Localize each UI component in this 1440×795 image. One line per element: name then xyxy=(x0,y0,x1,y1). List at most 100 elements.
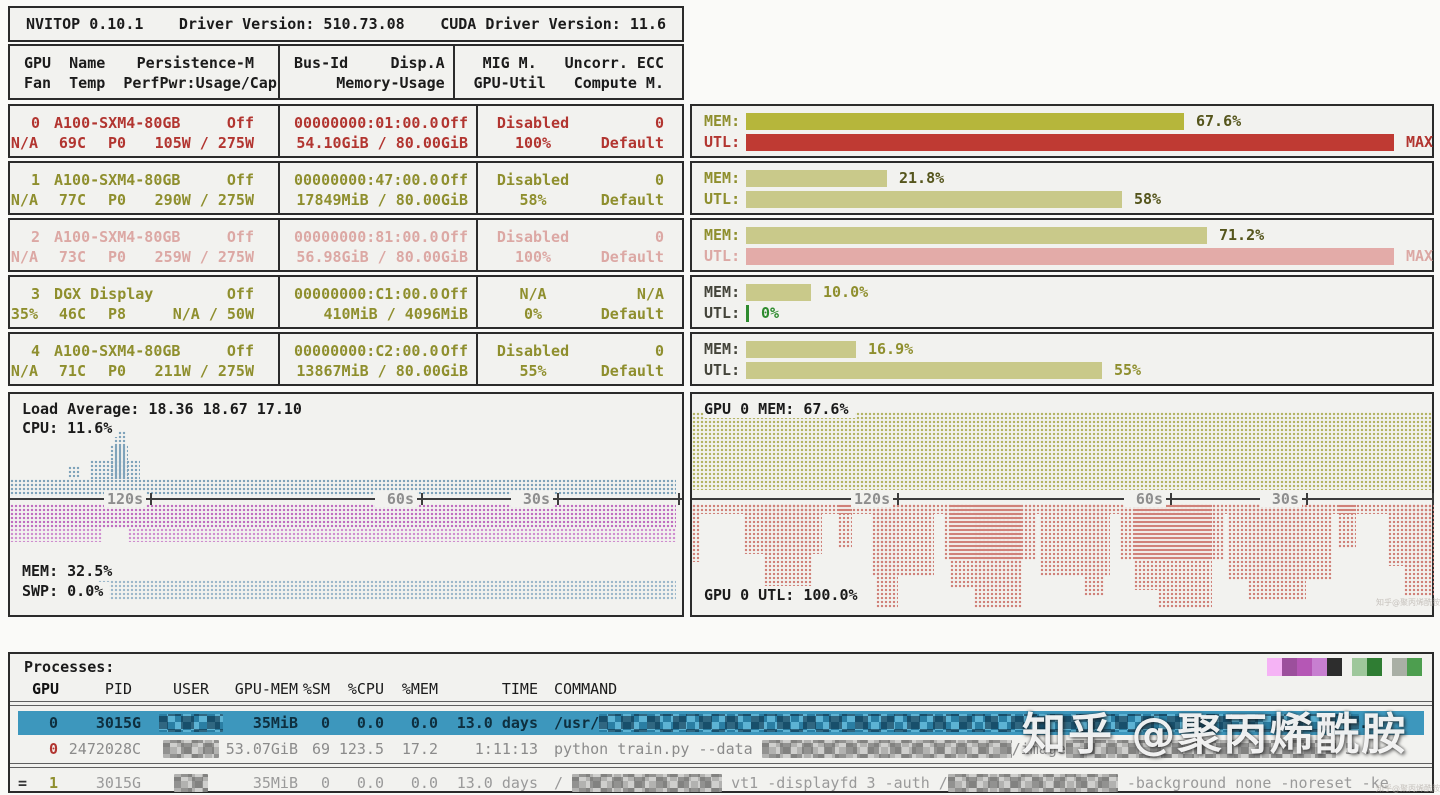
gpu-row-col-main: 0 A100-SXM4-80GB Off N/A 69C P0 105W / 275W xyxy=(10,106,280,156)
gpu-row-col-main: 4 A100-SXM4-80GB Off N/A 71C P0 211W / 275W xyxy=(10,334,280,384)
separator-line xyxy=(10,705,1432,706)
gpu-name: DGX Display xyxy=(54,285,154,303)
gpu-persistence: Off xyxy=(226,114,254,132)
gpu-perf: P0 xyxy=(107,248,126,266)
gpu-row-line1: 1 A100-SXM4-80GB Off xyxy=(10,170,278,190)
gpu-row-line1: Disabled 0 xyxy=(478,341,682,361)
gpu-row-line2: 35% 46C P8 N/A / 50W xyxy=(10,304,278,324)
gpu-utl-bar-line: UTL: 58% xyxy=(692,191,1432,208)
th-fan-temp-perf: Fan Temp Perf xyxy=(24,74,160,92)
cpu-usage-label: CPU: 11.6% xyxy=(22,419,119,437)
th-power: Pwr:Usage/Cap xyxy=(159,74,277,92)
command-text: / xyxy=(554,774,573,792)
process-row[interactable]: 0 3015 G 35MiB 0 0.0 0.0 13.0 days/usr/.. xyxy=(18,711,1424,735)
gpu-disp-a: Off xyxy=(440,114,468,132)
gpu-index: 2 xyxy=(30,228,40,246)
gpu-row-line1: N/A N/A xyxy=(478,284,682,304)
utl-bar-value: 0% xyxy=(761,304,780,322)
process-row[interactable]: = 1 3015 G 35MiB 0 0.0 0.0 13.0 days / vt1 -disp… xyxy=(18,771,1424,795)
command-text: 5.. xyxy=(1335,740,1373,758)
load-average-label: Load Average: 18.36 18.67 17.10 xyxy=(22,400,308,418)
spacer xyxy=(180,113,226,133)
mem-bar-label: MEM: xyxy=(704,340,741,358)
legend-color-block xyxy=(1312,658,1327,676)
utl-bar-label: UTL: xyxy=(704,361,741,379)
th-gpu-util: GPU-Util xyxy=(473,74,546,92)
dot-plot-segment xyxy=(974,504,1022,608)
legend-color-block xyxy=(1407,658,1422,676)
gpu0-monitor-panel: GPU 0 MEM: 67.6% GPU 0 UTL: 100.0% 120s 6… xyxy=(690,392,1434,617)
gpu-bars-2: MEM: 71.2% UTL: MAX xyxy=(690,218,1434,272)
legend-color-block xyxy=(1352,658,1367,676)
process-mem: 0.0 xyxy=(410,774,438,792)
utl-bar-fill xyxy=(746,248,1394,265)
gpu-row-line1: 4 A100-SXM4-80GB Off xyxy=(10,341,278,361)
gpu-mem-bar-line: MEM: 10.0% xyxy=(692,284,1432,301)
gpu-compute-mode: Default xyxy=(600,362,664,380)
process-pid: 2472028 xyxy=(68,740,132,758)
gpu-row-col-mig: Disabled 0 100% Default xyxy=(478,220,682,270)
gpu-mig: Disabled xyxy=(496,342,570,360)
gpu-row-col-bus: 00000000:81:00.0 Off 56.98GiB / 80.00GiB xyxy=(280,220,478,270)
dot-plot-segment xyxy=(68,466,80,479)
utl-bar-fill xyxy=(746,191,1122,208)
gpu-row-0: 0 A100-SXM4-80GB Off N/A 69C P0 105W / 275W 000… xyxy=(8,104,684,158)
gpu-memory-usage: 410MiB / 4096MiB xyxy=(323,305,469,323)
processes-title: Processes: xyxy=(24,658,115,676)
time-axis-label: 30s xyxy=(1260,491,1302,507)
gpu-util: 100% xyxy=(514,248,552,266)
col-header-command: COMMAND xyxy=(554,680,618,698)
mem-bar-value: 16.9% xyxy=(868,340,914,358)
gpu-fan: N/A xyxy=(10,134,38,152)
gpu-mig: Disabled xyxy=(496,114,570,132)
gpu-compute-mode: Default xyxy=(600,134,664,152)
gpu-fan: 35% xyxy=(10,305,38,323)
utl-bar-value: MAX xyxy=(1406,247,1434,265)
process-sm: 0 xyxy=(320,714,330,732)
gpu-disp-a: Off xyxy=(440,171,468,189)
process-cpu: 123.5 xyxy=(338,740,384,758)
gpu-row-line2: 56.98GiB / 80.00GiB xyxy=(280,247,476,267)
process-time: 1:11:13 xyxy=(474,740,538,758)
process-user xyxy=(160,774,222,792)
gpu-bus-id: 00000000:47:00.0 xyxy=(294,171,439,189)
gpu-bus-id: 00000000:C1:00.0 xyxy=(294,285,439,303)
spacer xyxy=(180,227,226,247)
gpu-persistence: Off xyxy=(226,171,254,189)
gpu-mig: N/A xyxy=(519,285,547,303)
gpu-row-line2: 58% Default xyxy=(478,190,682,210)
process-command: python train.py --data /image 5.. xyxy=(554,738,1424,760)
row-prefix: = xyxy=(18,774,28,792)
mem-bar-value: 71.2% xyxy=(1219,226,1265,244)
process-sm: 0 xyxy=(320,774,330,792)
driver-version: Driver Version: 510.73.08 xyxy=(178,15,405,33)
time-axis-tick xyxy=(897,493,899,505)
dot-plot-segment xyxy=(10,528,102,542)
process-user xyxy=(160,740,222,758)
gpu-bars-4: MEM: 16.9% UTL: 55% xyxy=(690,332,1434,386)
utl-bar-value: 58% xyxy=(1134,190,1162,208)
process-row[interactable]: 0 2472028 C 53.07GiB 69 123.5 17.2 1:11:13 pyth… xyxy=(18,737,1424,761)
cuda-version: CUDA Driver Version: 11.6 xyxy=(440,15,666,33)
th-bus-id: Bus-Id xyxy=(294,54,349,72)
col-header-sm: %SM xyxy=(302,680,330,698)
dot-plot-segment xyxy=(1158,504,1212,608)
process-type: C xyxy=(132,740,142,758)
legend-color-block xyxy=(1392,658,1407,676)
col-header-cpu: %CPU xyxy=(347,680,384,698)
utl-bar-label: UTL: xyxy=(704,247,741,265)
gpu-fan: N/A xyxy=(10,248,38,266)
gpu-compute-mode: Default xyxy=(600,191,664,209)
process-time: 13.0 days xyxy=(456,774,538,792)
mem-bar-fill xyxy=(746,170,887,187)
host-monitor-panel: Load Average: 18.36 18.67 17.10 CPU: 11.… xyxy=(8,392,684,617)
utl-bar-fill xyxy=(746,305,749,322)
dot-plot-segment xyxy=(1248,504,1306,600)
process-user xyxy=(159,714,223,732)
gpu-temp: 71C xyxy=(58,362,86,380)
command-text: /usr/ xyxy=(554,714,600,732)
gpu-ecc: 0 xyxy=(654,342,664,360)
gpu-memory-usage: 17849MiB / 80.00GiB xyxy=(296,191,468,209)
process-gpu-mem: 53.07GiB xyxy=(225,740,298,758)
legend-color-block xyxy=(1297,658,1312,676)
